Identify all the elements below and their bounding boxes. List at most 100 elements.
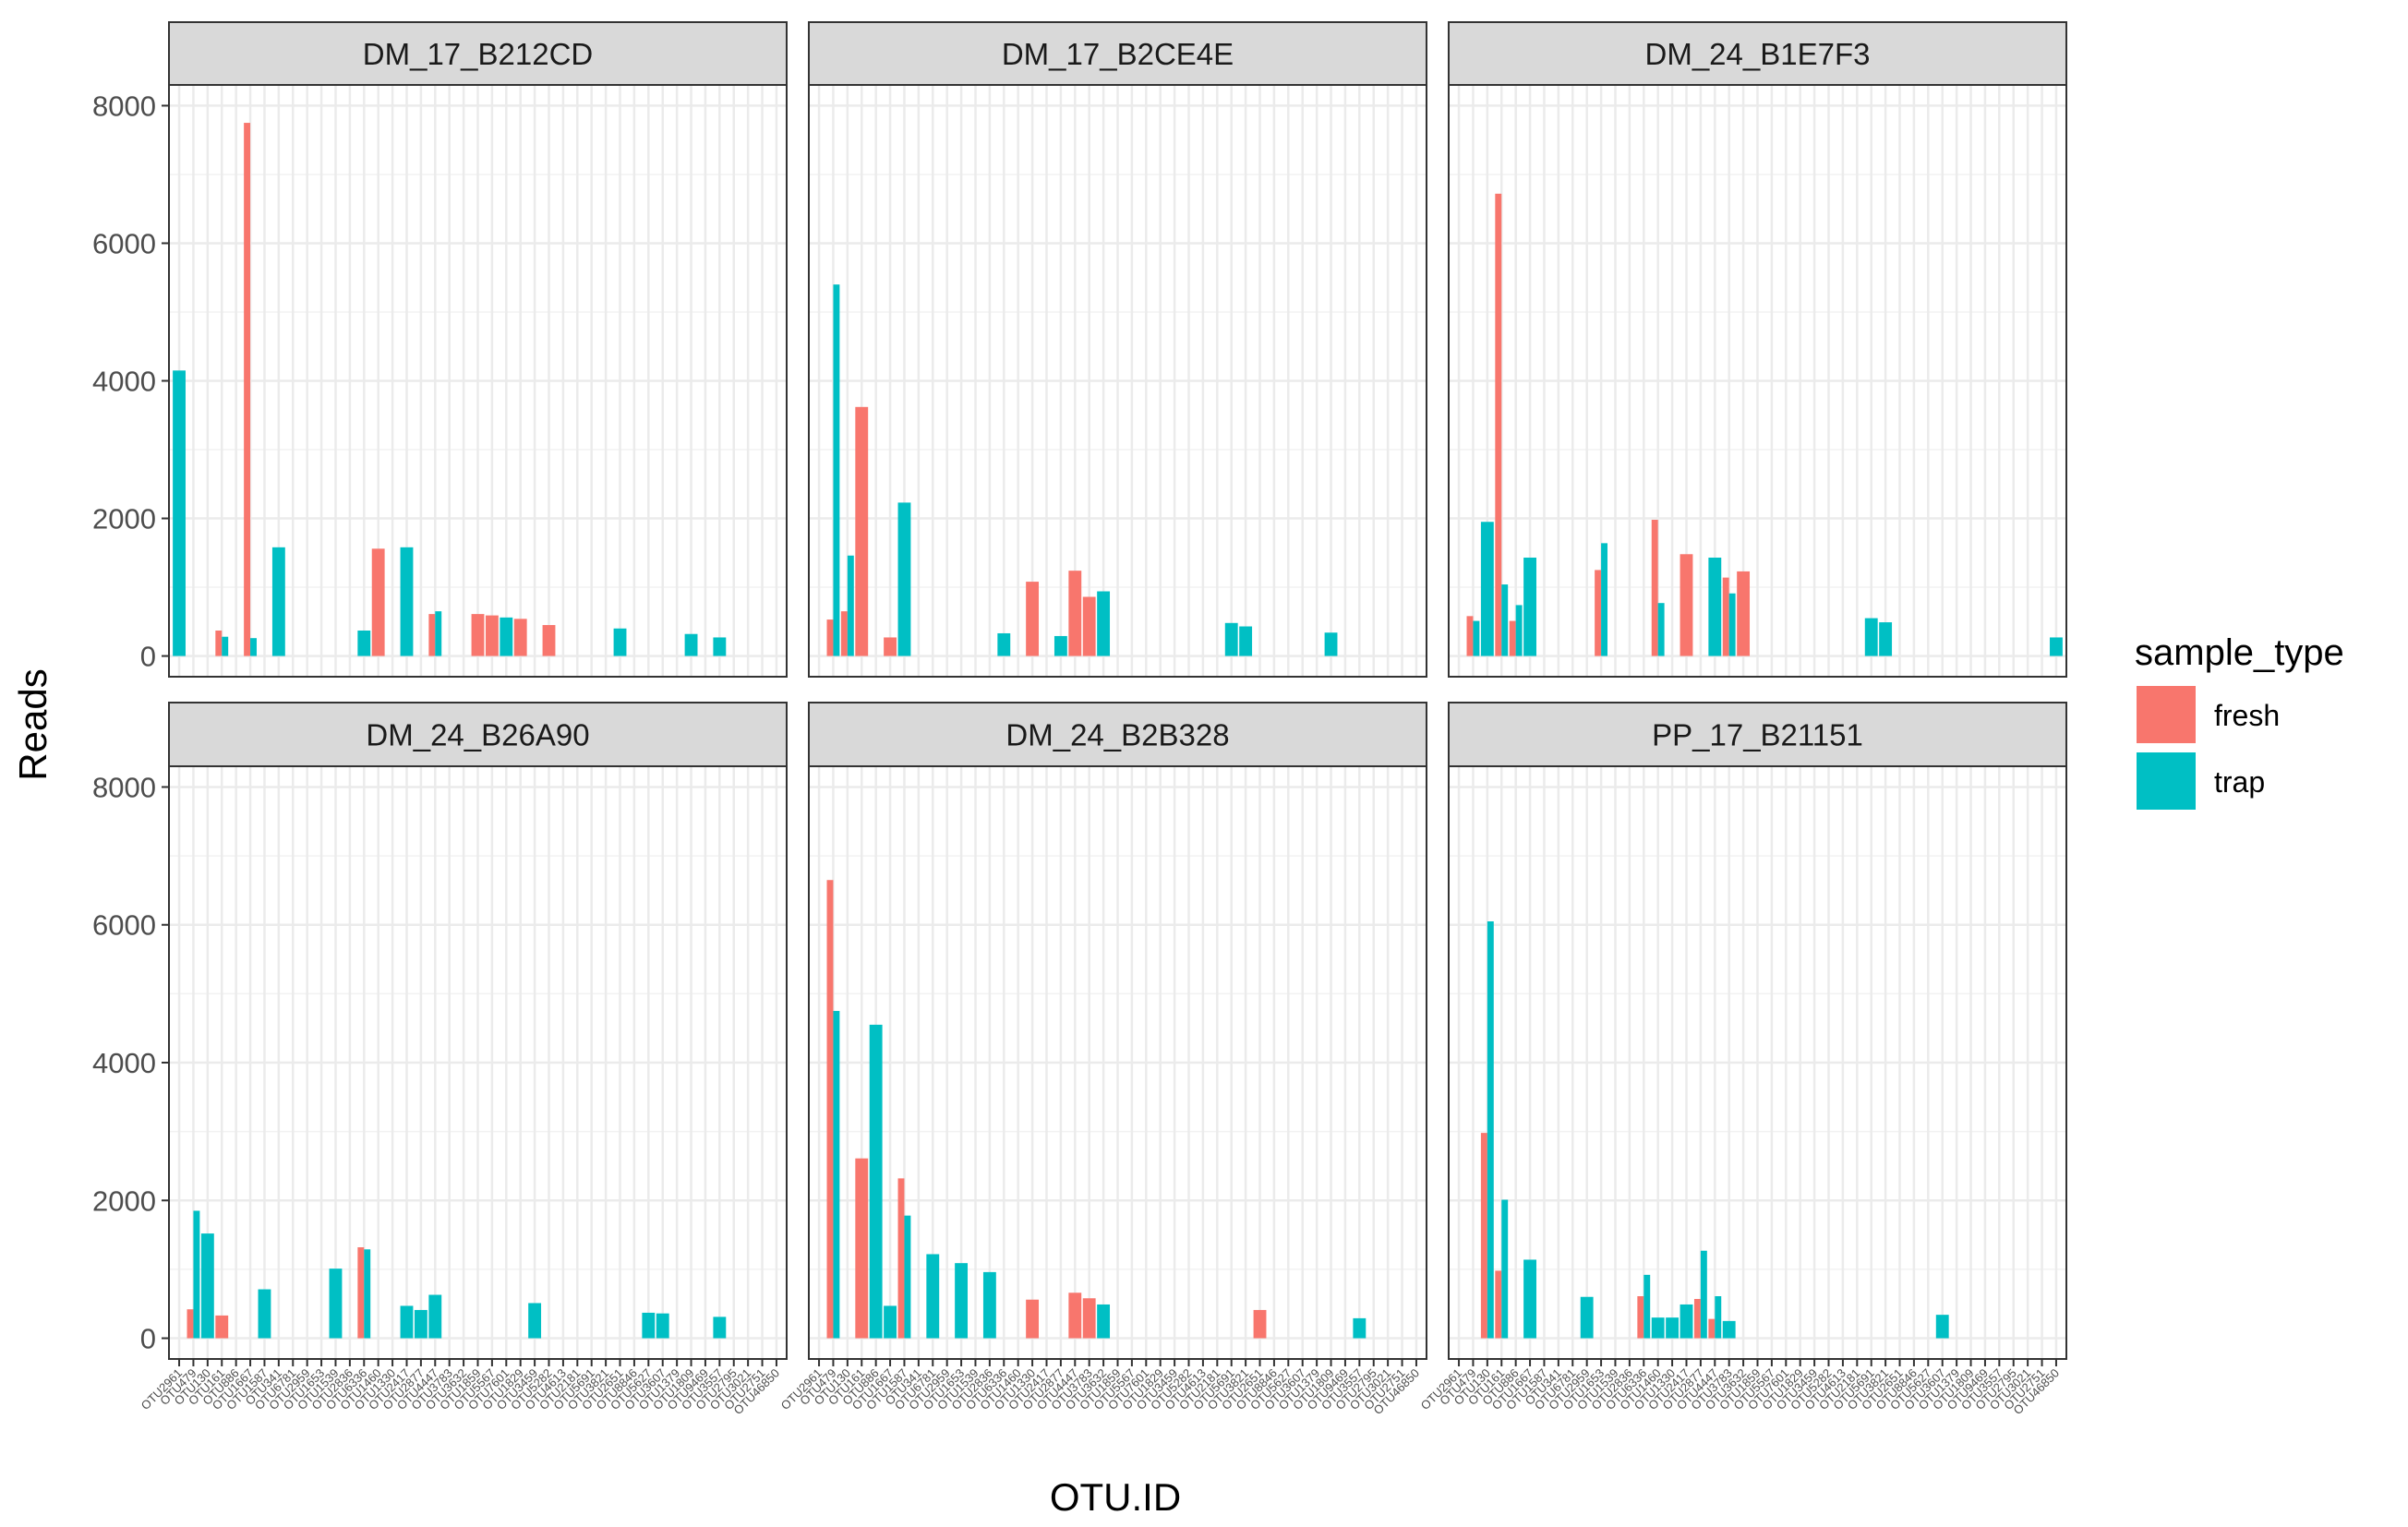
legend: sample_type fresh trap bbox=[2135, 632, 2344, 810]
bar-fresh bbox=[1722, 577, 1729, 656]
bar-trap bbox=[1715, 1296, 1722, 1339]
bar-trap bbox=[1666, 1317, 1680, 1339]
bar-trap bbox=[684, 633, 698, 656]
bar-trap bbox=[1580, 1296, 1594, 1339]
bar-fresh bbox=[1651, 520, 1658, 656]
bar-trap bbox=[1239, 626, 1253, 656]
x-axis-title: OTU.ID bbox=[1050, 1475, 1181, 1519]
bar-fresh bbox=[1253, 1309, 1267, 1339]
y-axis-title: Reads bbox=[11, 668, 54, 780]
bar-trap bbox=[1708, 558, 1722, 656]
bar-trap bbox=[357, 630, 371, 656]
bar-fresh bbox=[855, 1158, 869, 1339]
bar-trap bbox=[1515, 605, 1523, 656]
bar-trap bbox=[613, 628, 627, 656]
facet-strip bbox=[808, 702, 1427, 767]
legend-swatch-trap bbox=[2137, 752, 2196, 810]
bar-trap bbox=[997, 632, 1011, 656]
facet-strip-label: DM_17_B212CD bbox=[363, 37, 593, 71]
bar-trap bbox=[400, 547, 414, 656]
bar-trap bbox=[884, 1305, 897, 1339]
bar-fresh bbox=[1509, 620, 1516, 656]
bar-fresh bbox=[215, 630, 223, 656]
bar-trap bbox=[1523, 1259, 1536, 1339]
bar-trap bbox=[1224, 622, 1238, 656]
bar-fresh bbox=[1680, 554, 1693, 656]
bar-trap bbox=[1501, 584, 1509, 656]
bar-trap bbox=[1480, 522, 1494, 656]
bar-trap bbox=[656, 1313, 669, 1339]
legend-swatch-fresh bbox=[2137, 686, 2196, 743]
bar-fresh bbox=[1480, 1133, 1487, 1339]
bar-trap bbox=[528, 1303, 542, 1339]
facet-panel: DM_24_B1E7F3 bbox=[1448, 21, 2067, 678]
facet-panel: DM_24_B26A9002000400060008000OTU2961OTU4… bbox=[92, 702, 788, 1417]
bar-fresh bbox=[826, 880, 834, 1339]
bar-trap bbox=[1935, 1315, 1949, 1339]
bar-fresh bbox=[855, 406, 869, 656]
facet-strip-label: DM_17_B2CE4E bbox=[1002, 37, 1234, 71]
bar-fresh bbox=[1026, 1299, 1040, 1339]
y-tick-label: 0 bbox=[140, 1323, 156, 1355]
bar-trap bbox=[222, 636, 229, 656]
bar-trap bbox=[1097, 1304, 1111, 1339]
bar-trap bbox=[500, 617, 513, 656]
y-tick-label: 8000 bbox=[92, 771, 156, 803]
facet-strip-label: DM_24_B1E7F3 bbox=[1645, 37, 1871, 71]
facet-panel: DM_17_B212CD 0 2000 4000 6000 8000 bbox=[92, 21, 788, 678]
bar-trap bbox=[1728, 593, 1736, 656]
bar-fresh bbox=[826, 619, 834, 656]
bar-fresh bbox=[840, 611, 848, 656]
bar-trap bbox=[1700, 1250, 1707, 1339]
bar-fresh bbox=[1068, 1293, 1082, 1339]
bar-fresh bbox=[1595, 570, 1602, 656]
bar-trap bbox=[1879, 622, 1893, 656]
bar-fresh bbox=[357, 1247, 365, 1339]
y-tick-label: 6000 bbox=[92, 227, 156, 259]
bar-trap bbox=[329, 1268, 343, 1339]
panel-border bbox=[1448, 84, 2067, 678]
bar-trap bbox=[428, 1294, 442, 1339]
facet-strip bbox=[1448, 21, 2067, 86]
bar-trap bbox=[926, 1254, 940, 1339]
bar-trap bbox=[1680, 1304, 1693, 1339]
facet-strip-label: DM_24_B2B328 bbox=[1005, 718, 1229, 752]
bar-trap bbox=[193, 1210, 200, 1339]
legend-label-trap: trap bbox=[2214, 765, 2265, 799]
bar-fresh bbox=[1082, 596, 1096, 656]
bar-trap bbox=[833, 1011, 840, 1339]
facet-strip bbox=[808, 21, 1427, 86]
bar-fresh bbox=[513, 619, 527, 656]
bar-trap bbox=[435, 611, 442, 656]
facet-strip bbox=[168, 21, 788, 86]
bar-trap bbox=[1054, 635, 1067, 656]
y-tick-label: 8000 bbox=[92, 90, 156, 122]
bar-trap bbox=[1353, 1317, 1367, 1339]
bar-trap bbox=[1501, 1199, 1509, 1339]
bar-fresh bbox=[187, 1309, 194, 1339]
bar-fresh bbox=[542, 625, 556, 656]
bar-trap bbox=[1651, 1317, 1665, 1339]
bar-trap bbox=[1722, 1320, 1736, 1339]
bar-trap bbox=[713, 1317, 727, 1339]
bar-trap bbox=[400, 1305, 414, 1339]
bar-trap bbox=[173, 370, 186, 656]
y-tick-label: 4000 bbox=[92, 1047, 156, 1079]
bar-trap bbox=[271, 547, 285, 656]
panel-border bbox=[808, 84, 1427, 678]
facet-strip-label: DM_24_B26A90 bbox=[366, 718, 589, 752]
legend-title: sample_type bbox=[2135, 632, 2344, 673]
facet-panel: PP_17_B21151OTU2961OTU479OTU130OTU161OTU… bbox=[1418, 702, 2067, 1417]
bar-trap bbox=[1473, 620, 1480, 656]
y-tick-label: 6000 bbox=[92, 909, 156, 942]
facet-panel: DM_17_B2CE4E bbox=[808, 21, 1427, 678]
facet-panel: DM_24_B2B328OTU2961OTU479OTU130OTU161OTU… bbox=[778, 702, 1427, 1417]
facet-panels: DM_17_B212CD 0 2000 4000 6000 8000 DM_17_B2CE4… bbox=[92, 21, 2067, 1417]
bar-fresh bbox=[1068, 571, 1082, 656]
bar-fresh bbox=[1082, 1298, 1096, 1339]
bar-trap bbox=[847, 555, 854, 656]
bar-trap bbox=[869, 1024, 883, 1339]
bar-trap bbox=[2050, 637, 2063, 656]
bar-fresh bbox=[244, 123, 251, 656]
